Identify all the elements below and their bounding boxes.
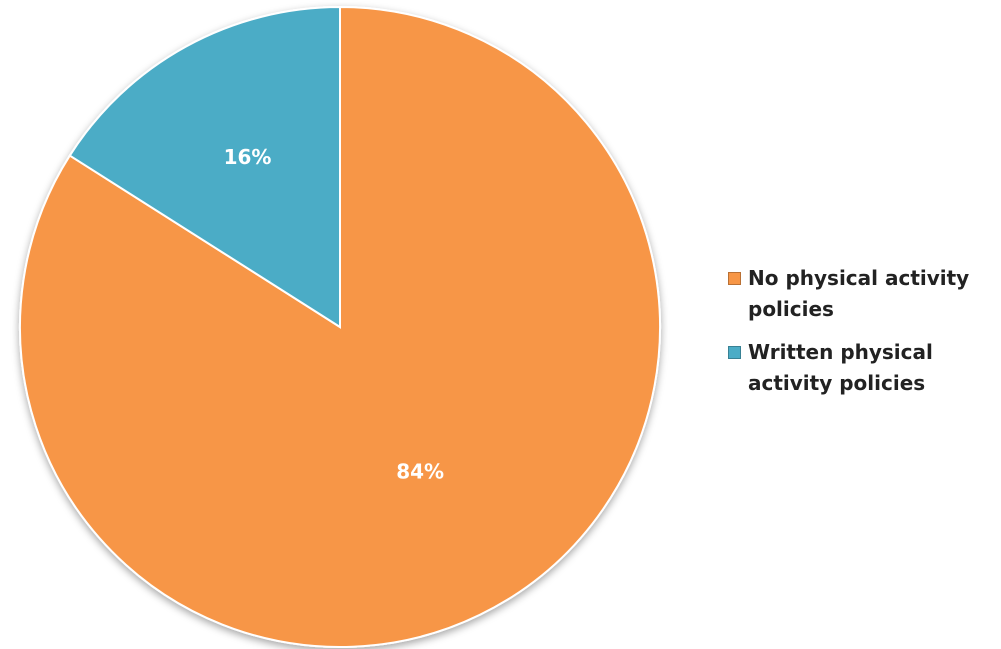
legend-item-written-policies: Written physical activity policies <box>728 337 993 399</box>
data-label-written-policies: 16% <box>224 145 272 169</box>
legend-item-no-policies: No physical activity policies <box>728 263 993 325</box>
legend-swatch-written-policies <box>728 346 741 359</box>
legend-swatch-no-policies <box>728 272 741 285</box>
data-label-no-policies: 84% <box>396 459 444 483</box>
pie-slices <box>19 5 661 648</box>
pie-slice-written-policies <box>68 5 341 329</box>
legend-label-no-policies: No physical activity policies <box>748 266 970 321</box>
legend-label-written-policies: Written physical activity policies <box>748 340 933 395</box>
chart-legend: No physical activity policies Written ph… <box>728 263 993 411</box>
pie-data-labels: 84% 16% <box>224 145 445 483</box>
